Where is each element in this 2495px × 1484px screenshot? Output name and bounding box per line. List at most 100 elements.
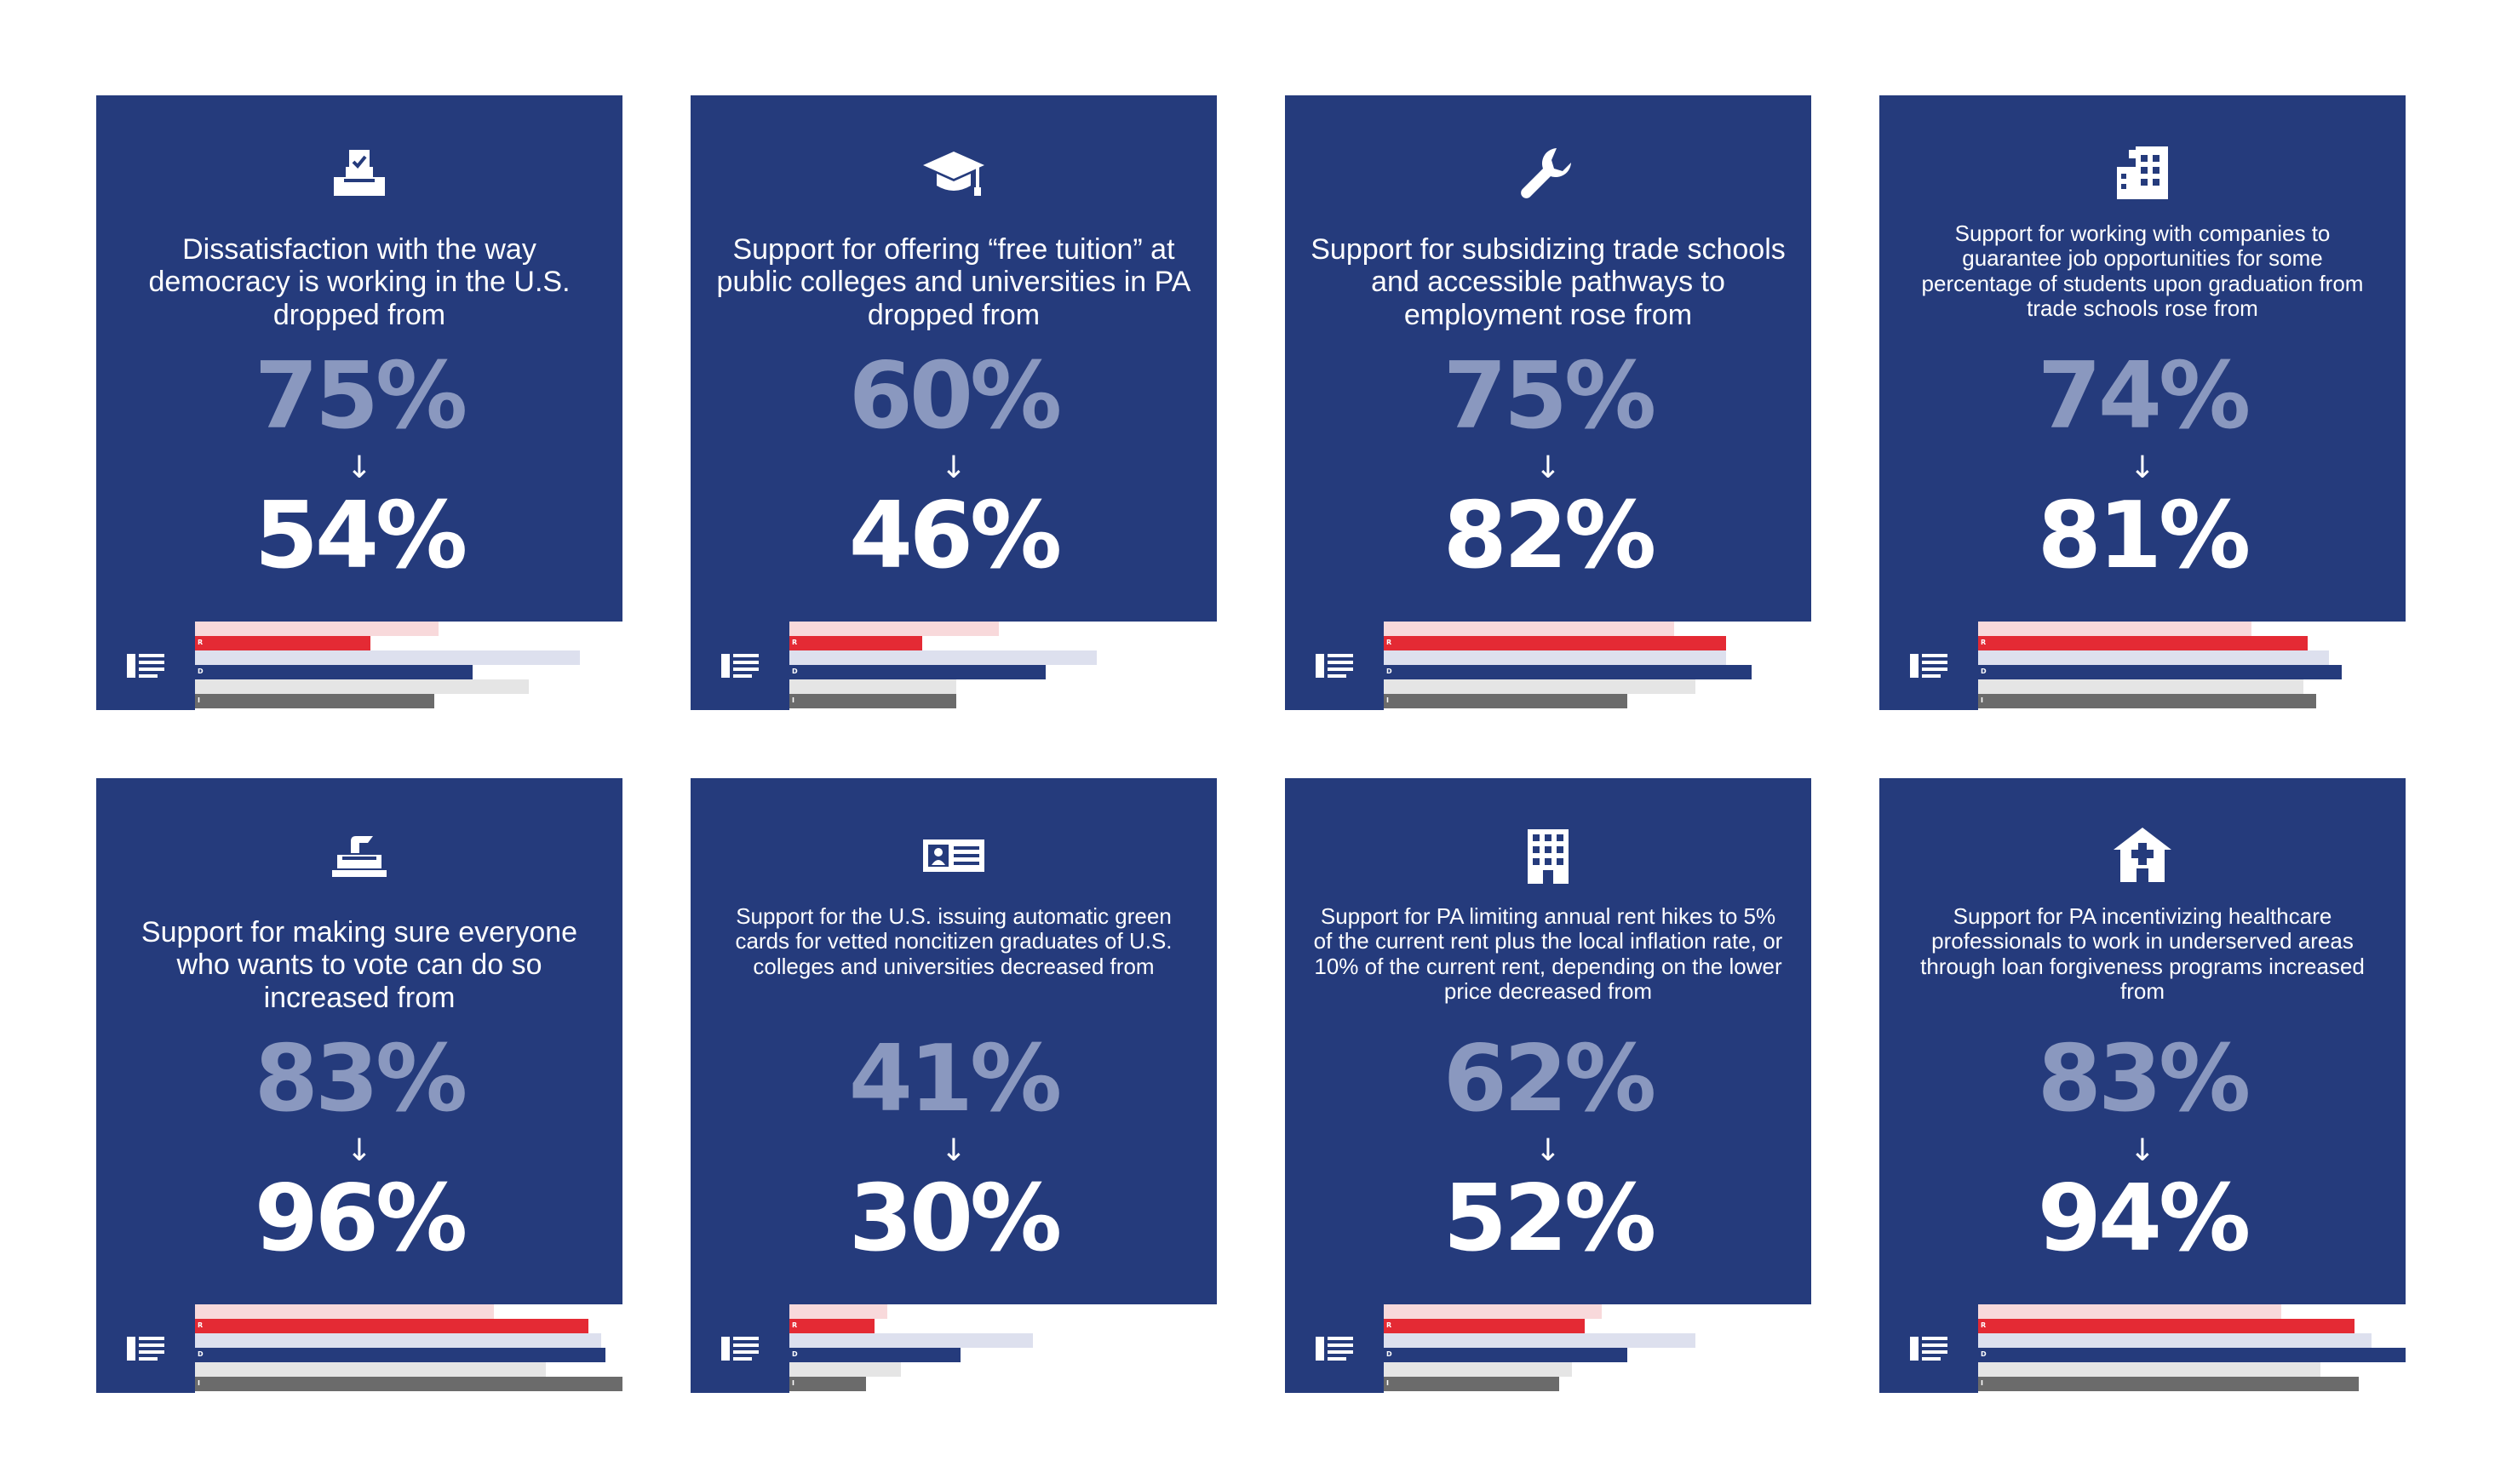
current-bar-d	[1978, 665, 2342, 679]
party-label-d: D	[1981, 668, 1987, 675]
current-bar-i	[1384, 694, 1628, 708]
question-text: Support for making sure everyone who wan…	[141, 916, 578, 1014]
previous-bar-r	[789, 1304, 888, 1319]
party-label-i: I	[1386, 1379, 1389, 1387]
down-arrow-icon: ↓	[2129, 1133, 2156, 1168]
previous-value: 83%	[2037, 1026, 2251, 1132]
party-breakdown-footer: R D I	[1879, 1304, 2406, 1393]
previous-bar-d	[1384, 650, 1726, 665]
party-label-r: R	[1386, 1321, 1392, 1329]
down-arrow-icon: ↓	[940, 1133, 967, 1168]
current-bar-r	[789, 1319, 875, 1333]
party-label-r: R	[1981, 639, 1987, 646]
previous-value: 74%	[2037, 343, 2251, 450]
previous-bar-i	[1384, 679, 1696, 694]
party-breakdown-footer: R D I	[1879, 622, 2406, 710]
poll-card: Support for PA limiting annual rent hike…	[1285, 778, 1811, 1393]
party-breakdown-footer: R D I	[691, 1304, 1217, 1393]
publisher-logo	[691, 622, 789, 710]
party-breakdown-footer: R D I	[691, 622, 1217, 710]
publisher-logo	[96, 1304, 195, 1393]
poll-card: Support for subsidizing trade schools an…	[1285, 95, 1811, 710]
poll-card-panel: Support for working with companies to gu…	[1879, 95, 2406, 622]
party-breakdown-footer: R D I	[1285, 622, 1811, 710]
current-bar-d	[1978, 1348, 2406, 1362]
down-arrow-icon: ↓	[940, 450, 967, 485]
poll-card: Support for offering “free tuition” at p…	[691, 95, 1217, 710]
poll-card: Support for working with companies to gu…	[1879, 95, 2406, 710]
publisher-logo-icon	[721, 1337, 759, 1361]
current-value: 96%	[254, 1166, 468, 1272]
party-breakdown-footer: R D I	[96, 622, 622, 710]
previous-value: 75%	[254, 343, 468, 450]
question-text: Support for PA limiting annual rent hike…	[1313, 903, 1783, 1005]
current-bar-d	[789, 665, 1047, 679]
poll-card: Support for making sure everyone who wan…	[96, 778, 622, 1393]
previous-bar-i	[1384, 1362, 1572, 1377]
poll-card-panel: Support for the U.S. issuing automatic g…	[691, 778, 1217, 1304]
party-label-r: R	[792, 1321, 798, 1329]
id-card-icon	[920, 821, 988, 889]
party-label-d: D	[792, 668, 798, 675]
current-bar-i	[789, 694, 956, 708]
previous-bar-d	[195, 1333, 601, 1348]
current-value: 46%	[848, 483, 1063, 589]
question-text: Support for subsidizing trade schools an…	[1311, 233, 1786, 331]
party-label-d: D	[198, 668, 204, 675]
party-label-r: R	[1981, 1321, 1987, 1329]
party-label-d: D	[1386, 1350, 1392, 1358]
publisher-logo-icon	[1316, 1337, 1353, 1361]
poll-card: Dissatisfaction with the way democracy i…	[96, 95, 622, 710]
poll-card: Support for the U.S. issuing automatic g…	[691, 778, 1217, 1393]
question-text: Dissatisfaction with the way democracy i…	[148, 233, 571, 331]
current-bar-d	[1384, 1348, 1628, 1362]
previous-bar-d	[1384, 1333, 1696, 1348]
previous-bar-r	[195, 622, 439, 636]
poll-card-panel: Dissatisfaction with the way democracy i…	[96, 95, 622, 622]
down-arrow-icon: ↓	[1534, 450, 1562, 485]
publisher-logo-icon	[127, 1337, 164, 1361]
current-bar-i	[1384, 1377, 1559, 1391]
party-label-d: D	[198, 1350, 204, 1358]
poll-card-panel: Support for PA limiting annual rent hike…	[1285, 778, 1811, 1304]
publisher-logo	[1879, 622, 1978, 710]
poll-card-panel: Support for offering “free tuition” at p…	[691, 95, 1217, 622]
current-bar-r	[1978, 636, 2308, 650]
previous-bar-i	[789, 679, 956, 694]
poll-card-panel: Support for subsidizing trade schools an…	[1285, 95, 1811, 622]
party-label-i: I	[1386, 696, 1389, 704]
previous-bar-d	[195, 650, 580, 665]
down-arrow-icon: ↓	[2129, 450, 2156, 485]
poll-card-panel: Support for making sure everyone who wan…	[96, 778, 622, 1304]
previous-value: 75%	[1443, 343, 1657, 450]
previous-bar-d	[789, 1333, 1034, 1348]
current-bar-d	[195, 1348, 605, 1362]
wrench-icon	[1514, 138, 1582, 206]
party-breakdown-bars: R D I	[1978, 622, 2406, 710]
previous-bar-r	[1384, 622, 1675, 636]
current-bar-i	[195, 694, 435, 708]
previous-bar-d	[789, 650, 1098, 665]
current-bar-d	[789, 1348, 961, 1362]
current-bar-r	[195, 636, 370, 650]
current-bar-r	[1384, 636, 1726, 650]
current-bar-r	[789, 636, 922, 650]
down-arrow-icon: ↓	[1534, 1133, 1562, 1168]
publisher-logo	[1879, 1304, 1978, 1393]
previous-bar-r	[1978, 622, 2252, 636]
hospital-icon	[2108, 821, 2177, 889]
graduation-cap-icon	[920, 138, 988, 206]
current-bar-i	[195, 1377, 622, 1391]
current-value: 81%	[2037, 483, 2251, 589]
publisher-logo	[96, 622, 195, 710]
current-value: 82%	[1443, 483, 1657, 589]
current-bar-r	[1384, 1319, 1585, 1333]
publisher-logo	[1285, 622, 1384, 710]
previous-value: 62%	[1443, 1026, 1657, 1132]
previous-bar-i	[1978, 679, 2303, 694]
party-label-d: D	[792, 1350, 798, 1358]
party-label-i: I	[792, 1379, 794, 1387]
current-value: 94%	[2037, 1166, 2251, 1272]
down-arrow-icon: ↓	[346, 1133, 373, 1168]
party-label-i: I	[1981, 696, 1983, 704]
